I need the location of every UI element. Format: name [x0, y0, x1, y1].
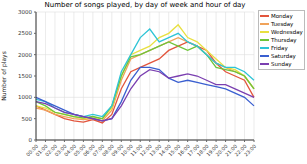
- svg-text:11:00: 11:00: [129, 143, 144, 158]
- svg-text:22:00: 22:00: [233, 143, 248, 158]
- svg-text:16:00: 16:00: [176, 143, 191, 158]
- svg-text:09:00: 09:00: [110, 143, 125, 158]
- svg-text:06:00: 06:00: [81, 143, 97, 158]
- svg-text:17:00: 17:00: [185, 143, 201, 158]
- svg-text:15:00: 15:00: [167, 143, 182, 158]
- svg-text:21:00: 21:00: [223, 143, 239, 158]
- svg-text:1500: 1500: [18, 73, 32, 79]
- svg-text:00:00: 00:00: [24, 143, 40, 158]
- svg-text:Number of plays: Number of plays: [8, 51, 9, 101]
- html-text:Sunday: Sunday: [271, 61, 292, 67]
- svg-text:10:00: 10:00: [119, 143, 134, 158]
- svg-text:3000: 3000: [18, 9, 32, 15]
- svg-text:03:00: 03:00: [53, 143, 68, 158]
- svg-text:19:00: 19:00: [204, 143, 220, 158]
- svg-text:1000: 1000: [18, 94, 32, 100]
- svg-text:13:00: 13:00: [148, 143, 163, 158]
- svg-text:18:00: 18:00: [195, 143, 210, 158]
- html-text:Tuesday: Tuesday: [271, 21, 294, 27]
- svg-text:2500: 2500: [18, 30, 32, 36]
- html-text:Thursday: Thursday: [271, 37, 297, 43]
- html-text:Wednesday: Wednesday: [271, 29, 303, 35]
- html-text:Saturday: Saturday: [271, 53, 296, 59]
- svg-text:02:00: 02:00: [43, 143, 59, 158]
- svg-text:08:00: 08:00: [100, 143, 115, 158]
- html-text:Friday: Friday: [271, 45, 288, 51]
- svg-text:05:00: 05:00: [72, 143, 87, 158]
- svg-text:500: 500: [22, 116, 33, 122]
- html-text:Number of songs played, by day: Number of songs played, by day of week a…: [44, 1, 246, 9]
- html-text:Monday: Monday: [271, 13, 293, 19]
- svg-text:04:00: 04:00: [62, 143, 78, 158]
- svg-text:2000: 2000: [18, 52, 32, 58]
- svg-text:23:00: 23:00: [243, 143, 257, 157]
- svg-text:12:00: 12:00: [138, 143, 153, 158]
- svg-text:07:00: 07:00: [91, 143, 106, 158]
- svg-text:0: 0: [29, 137, 33, 143]
- svg-text:01:00: 01:00: [34, 143, 49, 158]
- svg-text:20:00: 20:00: [214, 143, 229, 158]
- svg-text:14:00: 14:00: [157, 143, 172, 158]
